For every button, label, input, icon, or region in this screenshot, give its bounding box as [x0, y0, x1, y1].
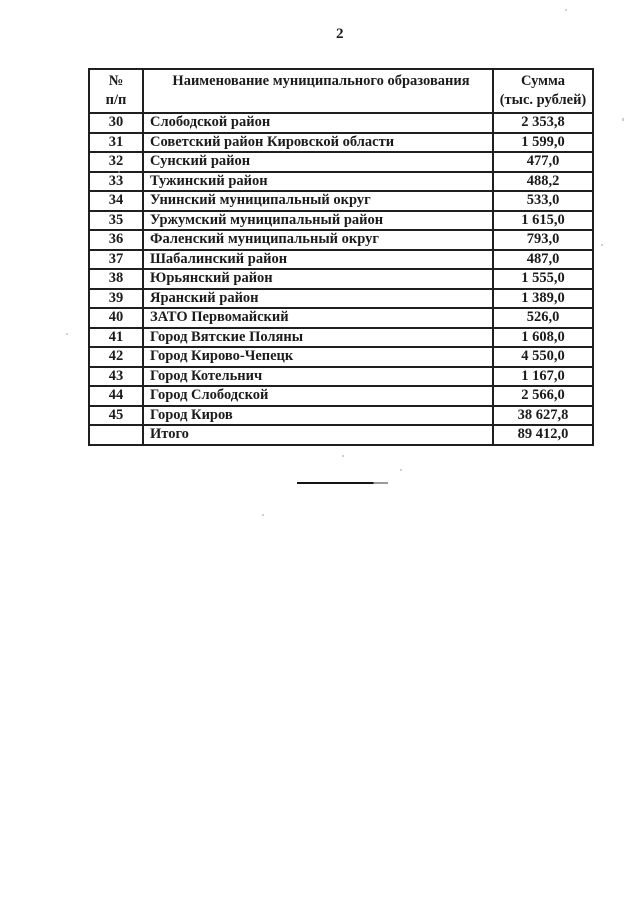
scan-speck: [601, 244, 603, 246]
table-row: 40 ЗАТО Первомайский 526,0: [88, 307, 594, 329]
row-number: 34: [88, 190, 144, 212]
scan-speck: [342, 455, 344, 457]
table-row: 42 Город Кирово-Чепецк 4 550,0: [88, 346, 594, 368]
row-sum: 793,0: [492, 229, 594, 251]
table-row: 41 Город Вятские Поляны 1 608,0: [88, 326, 594, 348]
row-sum: 1 167,0: [492, 365, 594, 387]
row-name: Унинский муниципальный округ: [142, 190, 494, 212]
scan-speck: [66, 333, 68, 335]
col-header-sum-line2: (тыс. рублей): [499, 92, 587, 108]
row-sum: 2 566,0: [492, 385, 594, 407]
row-name: Тужинский район: [142, 170, 494, 192]
row-number: [88, 424, 144, 446]
col-header-sum: Сумма (тыс. рублей): [492, 68, 594, 114]
table-header: № п/п Наименование муниципального образо…: [88, 68, 594, 114]
row-name: Город Кирово-Чепецк: [142, 346, 494, 368]
row-name: Город Слободской: [142, 385, 494, 407]
row-name: Слободской район: [142, 112, 494, 134]
col-header-num: № п/п: [88, 68, 144, 114]
row-name: Город Киров: [142, 404, 494, 426]
row-sum: 38 627,8: [492, 404, 594, 426]
row-sum: 1 599,0: [492, 131, 594, 153]
row-name: Советский район Кировской области: [142, 131, 494, 153]
end-divider: [297, 482, 388, 484]
scan-speck: [262, 514, 264, 516]
table-row: 35 Уржумский муниципальный район 1 615,0: [88, 209, 594, 231]
row-number: 45: [88, 404, 144, 426]
table-row: 43 Город Котельнич 1 167,0: [88, 365, 594, 387]
row-sum: 4 550,0: [492, 346, 594, 368]
table-row: 38 Юрьянский район 1 555,0: [88, 268, 594, 290]
scan-speck: [400, 469, 402, 471]
table-row: 30 Слободской район 2 353,8: [88, 112, 594, 134]
row-name: Сунский район: [142, 151, 494, 173]
scan-speck: [118, 171, 120, 173]
allocations-table: № п/п Наименование муниципального образо…: [88, 68, 594, 446]
row-sum: 477,0: [492, 151, 594, 173]
row-sum: 1 555,0: [492, 268, 594, 290]
row-sum: 89 412,0: [492, 424, 594, 446]
row-name: ЗАТО Первомайский: [142, 307, 494, 329]
row-sum: 1 608,0: [492, 326, 594, 348]
table-total-row: Итого 89 412,0: [88, 424, 594, 446]
row-name: Город Вятские Поляны: [142, 326, 494, 348]
row-name: Яранский район: [142, 287, 494, 309]
row-number: 37: [88, 248, 144, 270]
row-number: 39: [88, 287, 144, 309]
row-number: 42: [88, 346, 144, 368]
row-number: 31: [88, 131, 144, 153]
row-name: Город Котельнич: [142, 365, 494, 387]
header-row: № п/п Наименование муниципального образо…: [88, 68, 594, 114]
col-header-sum-line1: Сумма: [520, 73, 566, 89]
row-number: 41: [88, 326, 144, 348]
row-name: Юрьянский район: [142, 268, 494, 290]
row-number: 43: [88, 365, 144, 387]
table-row: 34 Унинский муниципальный округ 533,0: [88, 190, 594, 212]
row-number: 30: [88, 112, 144, 134]
row-sum: 488,2: [492, 170, 594, 192]
table-row: 44 Город Слободской 2 566,0: [88, 385, 594, 407]
table-row: 45 Город Киров 38 627,8: [88, 404, 594, 426]
row-number: 35: [88, 209, 144, 231]
row-number: 33: [88, 170, 144, 192]
row-number: 38: [88, 268, 144, 290]
scan-speck: [565, 9, 567, 11]
row-sum: 526,0: [492, 307, 594, 329]
col-header-num-line2: п/п: [105, 92, 127, 108]
row-sum: 2 353,8: [492, 112, 594, 134]
row-name: Уржумский муниципальный район: [142, 209, 494, 231]
table-row: 37 Шабалинский район 487,0: [88, 248, 594, 270]
page-number: 2: [336, 26, 344, 42]
row-sum: 533,0: [492, 190, 594, 212]
row-sum: 1 389,0: [492, 287, 594, 309]
table-row: 39 Яранский район 1 389,0: [88, 287, 594, 309]
row-sum: 487,0: [492, 248, 594, 270]
row-name: Фаленский муниципальный округ: [142, 229, 494, 251]
row-number: 40: [88, 307, 144, 329]
row-number: 44: [88, 385, 144, 407]
row-sum: 1 615,0: [492, 209, 594, 231]
row-number: 36: [88, 229, 144, 251]
table-row: 31 Советский район Кировской области 1 5…: [88, 131, 594, 153]
col-header-num-line1: №: [108, 73, 124, 89]
table-row: 36 Фаленский муниципальный округ 793,0: [88, 229, 594, 251]
scan-speck: [622, 118, 624, 121]
row-name: Итого: [142, 424, 494, 446]
col-header-name: Наименование муниципального образования: [142, 68, 494, 114]
table-row: 33 Тужинский район 488,2: [88, 170, 594, 192]
row-name: Шабалинский район: [142, 248, 494, 270]
row-number: 32: [88, 151, 144, 173]
table-row: 32 Сунский район 477,0: [88, 151, 594, 173]
table-body: 30 Слободской район 2 353,8 31 Советский…: [88, 112, 594, 446]
